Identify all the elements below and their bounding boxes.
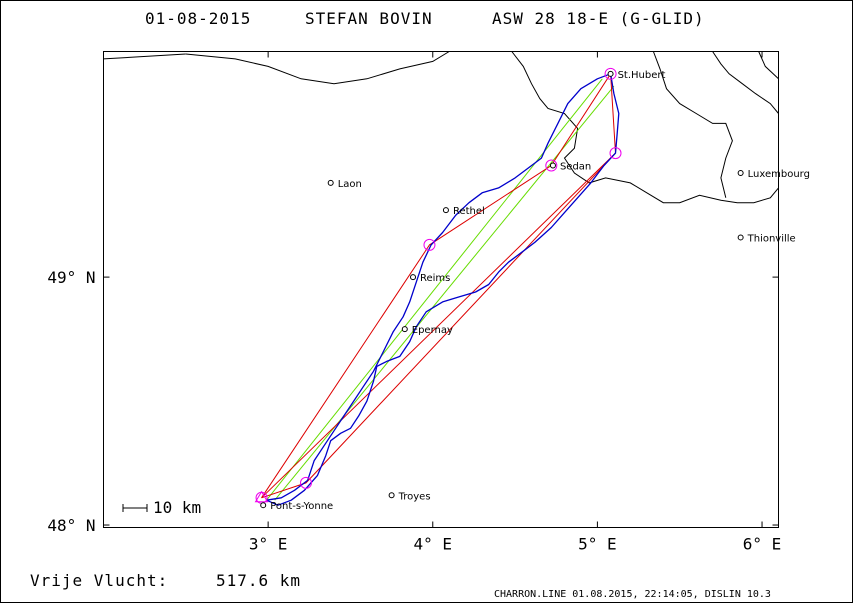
turnpoint-marker-4	[604, 67, 617, 80]
city-label-rethel: Rethel	[453, 206, 485, 217]
city-label-pont-s-yonne: Pont-s-Yonne	[270, 501, 333, 512]
country-border-4	[712, 51, 779, 114]
sector-line-1	[274, 85, 615, 501]
plot-area-border	[103, 51, 779, 528]
city-label-sedan: Sedan	[560, 162, 591, 173]
header-date: 01-08-2015	[145, 9, 251, 28]
country-borders	[103, 51, 779, 204]
city-marker-sedan	[549, 162, 556, 169]
track-line	[266, 73, 620, 506]
header-glider: ASW 28 18-E (G-GLID)	[492, 9, 705, 28]
turnpoints	[254, 67, 622, 504]
city-marker-reims	[410, 274, 417, 281]
city-label-st-hubert: St.Hubert	[618, 70, 666, 81]
course-lines	[261, 72, 617, 499]
y-tick-label-1: 49° N	[47, 268, 95, 287]
turnpoint-marker-1	[300, 476, 312, 489]
city-label-thionville: Thionville	[747, 233, 796, 244]
city-marker-luxembourg	[737, 169, 744, 176]
city-marker-pont-s-yonne	[260, 502, 267, 509]
city-marker-st-hubert	[607, 70, 614, 77]
turnpoint-marker-3	[545, 159, 558, 172]
city-label-luxembourg: Luxembourg	[748, 169, 810, 180]
course-line-0	[261, 72, 617, 499]
city-marker-troyes	[388, 492, 395, 499]
turnpoint-marker-5	[609, 147, 622, 160]
city-label-reims: Reims	[420, 273, 450, 284]
country-border-3	[652, 51, 733, 198]
x-tick-label-0: 3° E	[249, 535, 288, 554]
start-marker	[254, 490, 269, 503]
turnpoint-marker-2	[423, 238, 436, 251]
city-marker-thionville	[737, 234, 744, 241]
y-tick-label-0: 48° N	[47, 516, 95, 535]
city-marker-rethel	[442, 207, 449, 214]
country-border-5	[758, 51, 779, 80]
city-label-epernay: Epernay	[412, 325, 453, 336]
program-info: CHARRON.LINE 01.08.2015, 22:14:05, DISLI…	[494, 589, 771, 600]
x-tick-label-1: 4° E	[414, 535, 453, 554]
axis-ticks: 3° E 4° E 5° E 6° E 48° N 49° N	[47, 51, 782, 554]
country-border-1	[185, 51, 450, 85]
cities: St.Hubert Sedan Luxembourg Laon Rethel Thionv…	[260, 70, 810, 512]
flight-track	[266, 73, 620, 506]
scale-bar-label: 10 km	[153, 498, 201, 517]
scale-bar: 10 km	[122, 498, 201, 517]
x-tick-label-3: 6° E	[743, 535, 782, 554]
free-flight-label: Vrije Vlucht:	[30, 571, 168, 590]
country-border-2	[511, 51, 779, 204]
header-pilot: STEFAN BOVIN	[305, 9, 433, 28]
city-marker-laon	[327, 179, 334, 186]
city-marker-epernay	[401, 326, 408, 333]
country-border-0	[103, 53, 186, 60]
x-tick-label-2: 5° E	[578, 535, 617, 554]
city-label-troyes: Troyes	[398, 491, 431, 502]
sector-line-0	[266, 78, 603, 501]
course-line-1	[261, 152, 616, 499]
map-layers: St.Hubert Sedan Luxembourg Laon Rethel Thionv…	[47, 51, 810, 554]
sector-lines	[266, 78, 615, 501]
free-flight-value: 517.6 km	[216, 571, 301, 590]
city-label-laon: Laon	[338, 179, 362, 190]
